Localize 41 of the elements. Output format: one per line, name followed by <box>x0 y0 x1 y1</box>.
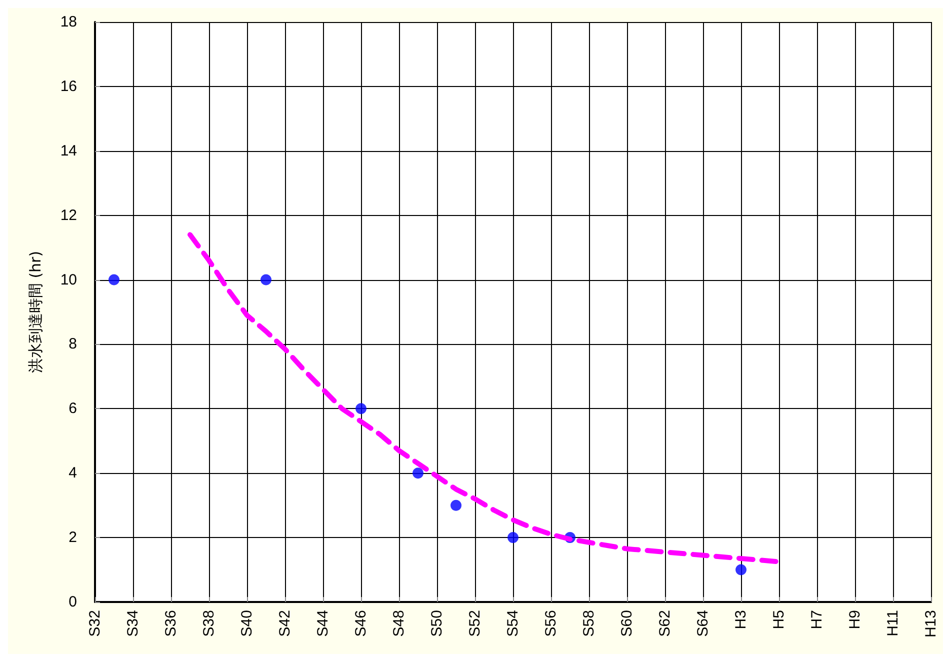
x-tick-label: H13 <box>922 610 940 638</box>
x-tick-label: S60 <box>618 610 636 637</box>
x-tick-label: H5 <box>770 610 788 630</box>
y-tick-label: 0 <box>68 594 77 610</box>
y-tick-label: 2 <box>68 529 77 546</box>
y-tick-label: 18 <box>60 14 77 30</box>
x-tick-label: S40 <box>238 610 256 637</box>
x-tick-label: S50 <box>428 610 446 637</box>
point <box>450 500 462 511</box>
y-tick-label: 10 <box>60 271 77 288</box>
x-tick-label: S64 <box>694 610 712 637</box>
x-tick-label: S36 <box>162 610 180 637</box>
x-tick-label: S56 <box>542 610 560 637</box>
point <box>108 274 120 286</box>
x-tick-label: H9 <box>846 610 864 630</box>
x-tick-label: S52 <box>466 610 484 637</box>
point <box>508 532 518 544</box>
x-tick-label: S32 <box>86 610 104 637</box>
point <box>260 274 272 286</box>
x-tick-label: S38 <box>200 610 218 637</box>
y-tick-label: 8 <box>68 336 77 353</box>
x-tick-label: S54 <box>504 610 522 637</box>
x-tick-label: S46 <box>352 610 370 637</box>
y-tick-label: 4 <box>68 464 77 482</box>
x-tick-label: H3 <box>732 610 750 630</box>
point <box>356 403 366 414</box>
x-tick-label: S44 <box>314 610 332 637</box>
x-tick-label: S42 <box>276 610 294 637</box>
y-tick-label: 12 <box>60 206 77 224</box>
x-tick-label: S62 <box>656 610 674 637</box>
x-tick-label: S48 <box>390 610 408 637</box>
y-tick-label: 6 <box>68 400 77 418</box>
point <box>736 564 746 576</box>
x-tick-label: H11 <box>884 610 902 636</box>
y-axis-title: 洪水到達時間 (hr) <box>26 250 44 374</box>
point <box>412 468 424 479</box>
x-tick-label: S58 <box>580 610 598 637</box>
y-tick-label: 14 <box>60 142 77 160</box>
y-tick-label: 16 <box>60 78 77 95</box>
x-tick-label: H7 <box>808 610 826 630</box>
x-tick-label: S34 <box>124 610 142 637</box>
